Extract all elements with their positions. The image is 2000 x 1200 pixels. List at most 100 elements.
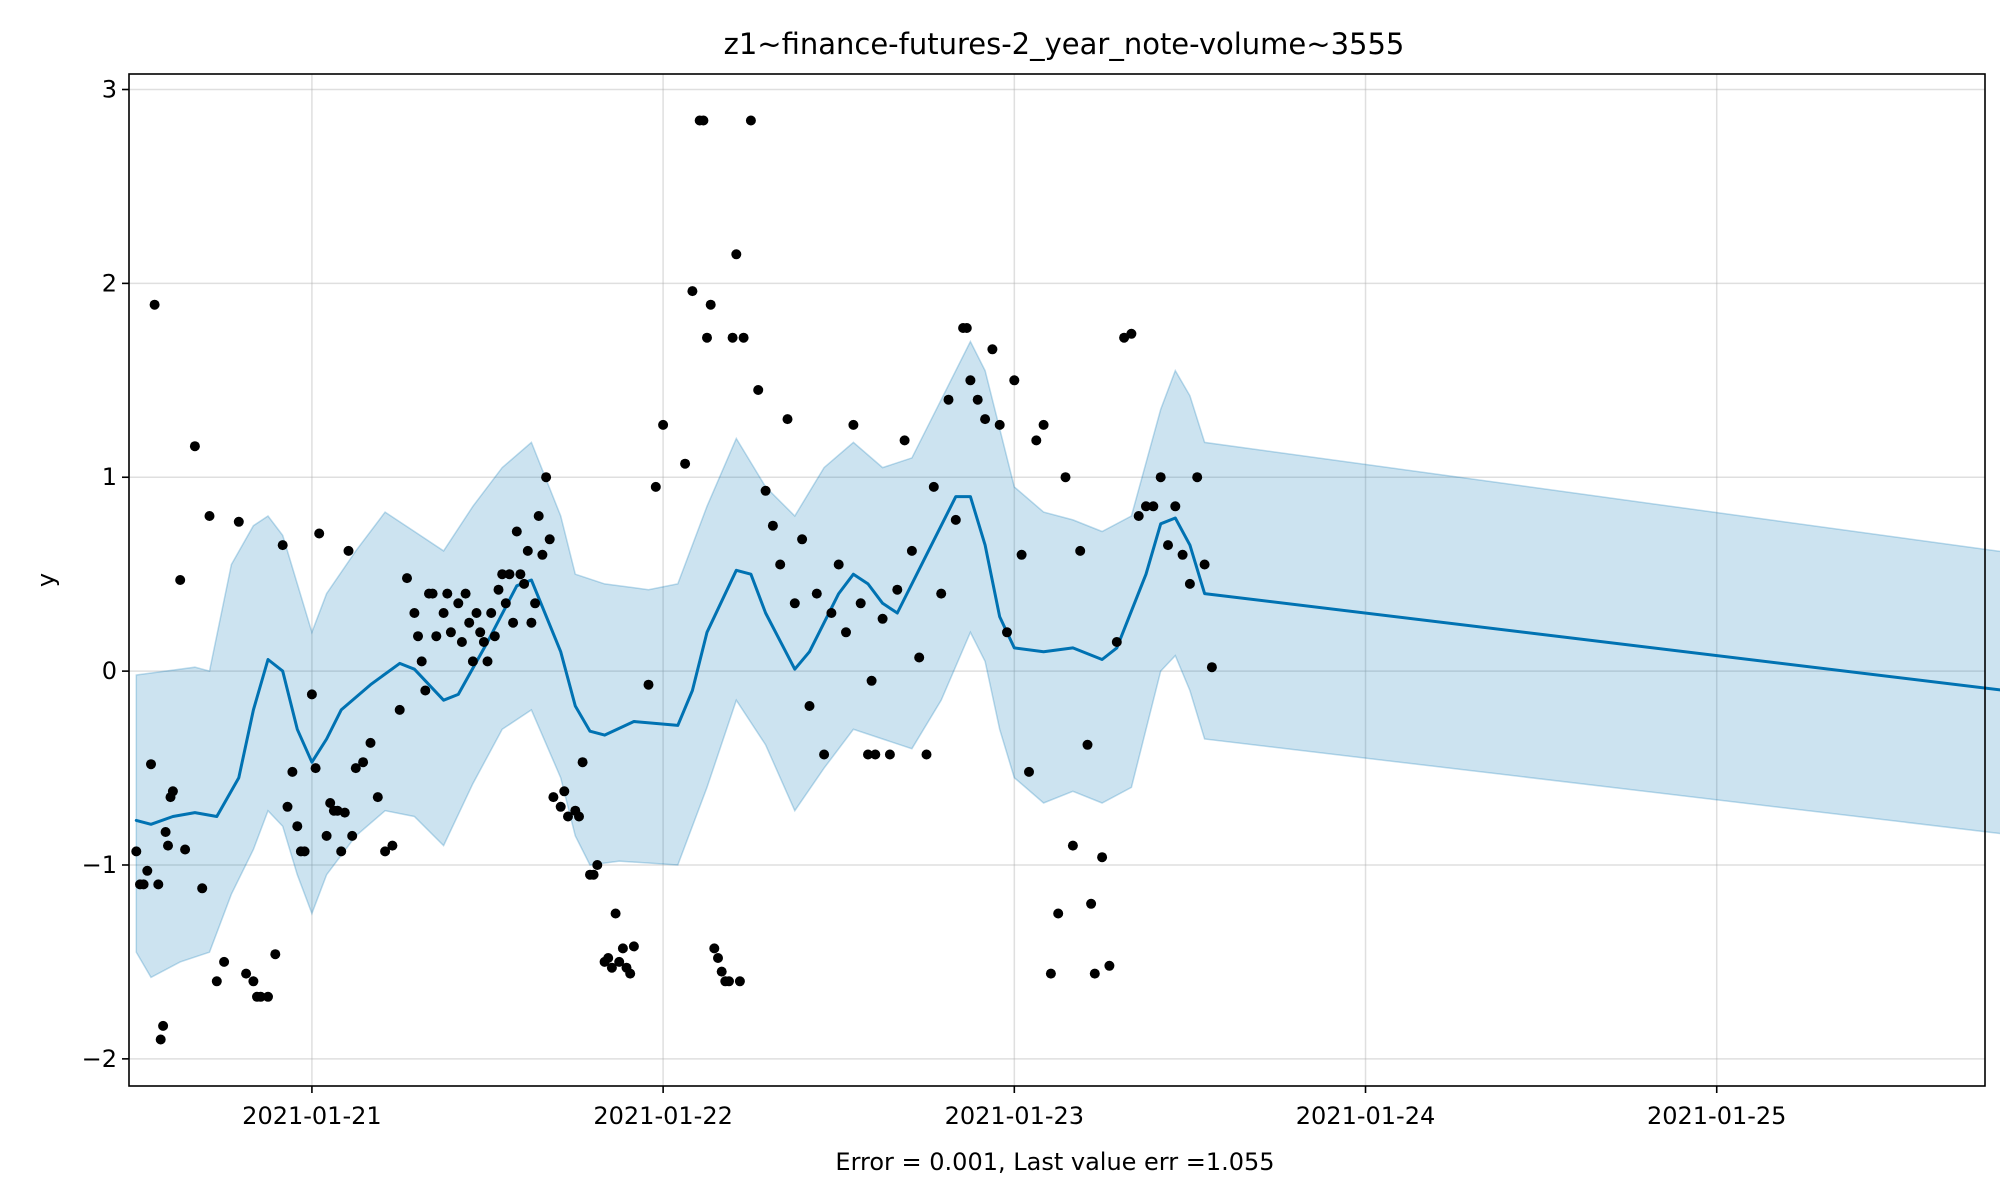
observed-point bbox=[453, 598, 464, 609]
observed-point bbox=[1009, 375, 1020, 386]
forecast-path bbox=[134, 495, 2000, 826]
observed-point bbox=[603, 953, 614, 963]
observed-point bbox=[189, 441, 200, 452]
observed-point bbox=[724, 976, 734, 987]
observed-point bbox=[1060, 472, 1071, 483]
observed-point bbox=[698, 115, 709, 126]
observed-point bbox=[467, 656, 478, 667]
observed-point bbox=[819, 749, 830, 760]
observed-point bbox=[731, 249, 742, 260]
observed-point bbox=[409, 608, 420, 618]
observed-point bbox=[530, 598, 541, 609]
observed-point bbox=[1082, 739, 1093, 750]
observed-point bbox=[1192, 472, 1203, 483]
observed-point bbox=[310, 763, 321, 774]
observed-point bbox=[1126, 328, 1137, 339]
observed-point bbox=[987, 344, 998, 355]
observed-point bbox=[863, 749, 873, 760]
observed-point bbox=[899, 435, 910, 446]
observed-point bbox=[445, 627, 456, 638]
observed-point bbox=[321, 830, 332, 841]
observed-point bbox=[387, 840, 398, 851]
observed-point bbox=[1177, 549, 1188, 560]
observed-point bbox=[841, 627, 851, 638]
observed-point bbox=[211, 976, 222, 987]
observed-point bbox=[687, 286, 698, 297]
observed-point bbox=[204, 511, 215, 521]
observed-point bbox=[574, 811, 584, 822]
observed-point bbox=[606, 962, 617, 973]
observed-point bbox=[241, 968, 252, 979]
observed-point bbox=[497, 569, 508, 580]
observed-point bbox=[1097, 852, 1108, 863]
observed-point bbox=[1206, 662, 1217, 673]
observed-point bbox=[1111, 637, 1122, 647]
observed-point bbox=[716, 966, 727, 977]
observed-point bbox=[347, 830, 358, 841]
observed-point bbox=[833, 559, 844, 570]
observed-point bbox=[1104, 960, 1115, 971]
observed-point bbox=[848, 419, 859, 430]
observed-point bbox=[500, 598, 511, 609]
observed-point bbox=[658, 419, 669, 430]
observed-point bbox=[158, 1020, 169, 1031]
observed-point bbox=[617, 943, 628, 954]
observed-point bbox=[146, 759, 156, 770]
observed-point bbox=[504, 569, 515, 580]
observed-point bbox=[339, 807, 350, 818]
observed-point bbox=[943, 394, 954, 405]
observed-point bbox=[994, 419, 1005, 430]
observed-point bbox=[489, 631, 500, 642]
observed-point bbox=[1075, 545, 1086, 556]
observed-point bbox=[287, 766, 298, 777]
observed-point bbox=[438, 608, 449, 618]
observed-point bbox=[866, 675, 877, 686]
observed-point bbox=[650, 481, 661, 492]
observed-point bbox=[628, 941, 639, 952]
observed-point bbox=[420, 685, 431, 696]
x-tick-label: 2021-01-23 bbox=[945, 1102, 1084, 1130]
observed-point bbox=[541, 472, 552, 483]
observed-point bbox=[402, 573, 412, 584]
y-tick-label: 0 bbox=[102, 657, 117, 685]
observed-point bbox=[555, 801, 566, 812]
observed-point bbox=[760, 485, 771, 496]
x-tick-label: 2021-01-22 bbox=[593, 1102, 732, 1130]
observed-point bbox=[804, 701, 815, 711]
observed-point bbox=[1038, 419, 1049, 430]
observed-point bbox=[1031, 435, 1042, 446]
observed-point bbox=[365, 737, 376, 748]
observed-point bbox=[548, 792, 559, 803]
observed-point bbox=[734, 976, 745, 987]
observed-point bbox=[1133, 511, 1144, 521]
observed-point bbox=[610, 908, 621, 919]
observed-point bbox=[248, 976, 259, 987]
observed-point bbox=[314, 528, 325, 539]
observed-point bbox=[965, 375, 976, 386]
observed-point bbox=[138, 879, 149, 890]
observed-point bbox=[1163, 540, 1173, 551]
observed-point bbox=[155, 1034, 166, 1045]
observed-point bbox=[167, 786, 178, 797]
observed-point bbox=[914, 652, 925, 663]
observed-point bbox=[614, 956, 625, 967]
observed-point bbox=[522, 545, 533, 556]
observed-point bbox=[1170, 501, 1181, 512]
observed-point bbox=[563, 811, 573, 822]
observed-point bbox=[306, 689, 317, 700]
observed-point bbox=[394, 704, 405, 715]
observed-point bbox=[471, 608, 482, 618]
observed-point bbox=[131, 846, 142, 857]
observed-point bbox=[1119, 332, 1130, 343]
observed-point bbox=[292, 821, 303, 832]
observed-point bbox=[270, 949, 281, 960]
observed-point bbox=[738, 332, 749, 343]
observed-point bbox=[533, 511, 544, 521]
observed-point bbox=[493, 584, 504, 595]
observed-point bbox=[486, 608, 497, 618]
observed-point bbox=[442, 588, 453, 599]
y-tick-label: −1 bbox=[82, 851, 117, 879]
observed-point bbox=[427, 588, 438, 599]
observed-point bbox=[950, 514, 961, 525]
forecast-line bbox=[134, 495, 2000, 826]
